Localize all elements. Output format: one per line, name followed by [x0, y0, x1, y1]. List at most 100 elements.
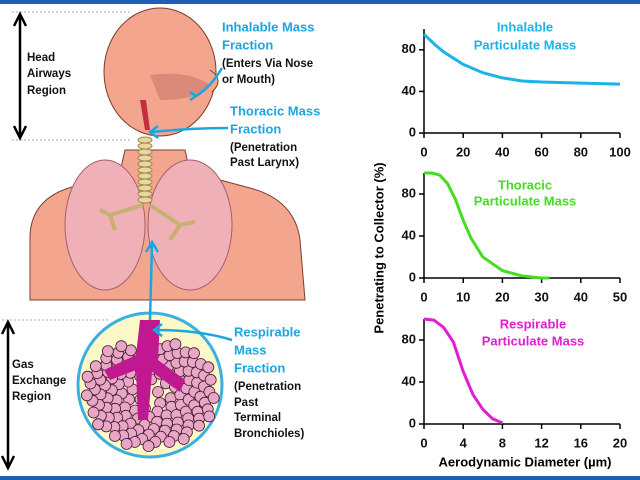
nasal-cavity	[150, 73, 210, 100]
top-bar	[0, 0, 640, 4]
bottom-bar	[0, 476, 640, 480]
illustration	[0, 7, 306, 471]
fraction-title: Respirable	[234, 324, 300, 339]
alveolus	[152, 386, 164, 398]
x-tick-label: 4	[460, 435, 468, 450]
x-tick-label: 40	[495, 144, 509, 159]
x-tick-label: 12	[534, 435, 548, 450]
y-tick-label: 0	[409, 269, 416, 284]
y-tick-label: 40	[402, 227, 416, 242]
fraction-title: Fraction	[222, 37, 273, 52]
y-tick-label: 40	[402, 373, 416, 388]
fraction-title: Inhalable Mass	[222, 19, 314, 34]
alveolus	[89, 360, 102, 373]
region-arrow	[0, 319, 16, 471]
x-tick-label: 16	[574, 435, 588, 450]
alveolus	[169, 338, 182, 351]
x-tick-label: 60	[534, 144, 548, 159]
fraction-note: Past Larynx)	[230, 157, 299, 169]
region-label: Region	[12, 391, 51, 403]
x-tick-label: 10	[456, 289, 470, 304]
fraction-title: Fraction	[230, 121, 281, 136]
chart-title: Particulate Mass	[482, 333, 585, 348]
trachea-ring	[137, 136, 153, 144]
larynx	[140, 100, 150, 130]
x-tick-label: 40	[574, 289, 588, 304]
trachea-ring	[137, 172, 153, 180]
fraction-note: Terminal	[234, 412, 281, 424]
alveolus	[193, 419, 205, 432]
x-tick-label: 20	[456, 144, 470, 159]
pointer	[151, 323, 233, 342]
y-tick-label: 80	[402, 41, 416, 56]
y-tick-label: 80	[402, 331, 416, 346]
alveolus	[81, 370, 94, 383]
pointer	[148, 244, 154, 321]
fraction-note: Past	[234, 397, 258, 409]
alveoli	[81, 338, 220, 453]
trachea-ring	[137, 190, 153, 198]
trachea-ring	[137, 166, 153, 174]
alveolus	[204, 373, 217, 386]
trachea-ring	[137, 142, 153, 150]
fraction-note: (Enters Via Nose	[222, 58, 313, 70]
x-tick-label: 30	[534, 289, 548, 304]
alveolus	[142, 440, 155, 453]
fraction-title: Thoracic Mass	[230, 103, 320, 118]
region-label: Head	[27, 52, 55, 64]
trachea-ring	[137, 178, 153, 186]
x-tick-label: 0	[420, 144, 427, 159]
x-tick-label: 80	[574, 144, 588, 159]
alveolus	[102, 345, 114, 358]
alveolus	[163, 436, 176, 448]
x-tick-label: 50	[613, 289, 627, 304]
region-label: Gas	[12, 359, 34, 371]
x-tick-label: 0	[420, 289, 427, 304]
curve	[424, 171, 550, 280]
head	[103, 7, 217, 137]
curve	[423, 317, 503, 425]
fraction-note: Bronchioles)	[234, 428, 304, 440]
y-tick-label: 40	[402, 83, 416, 98]
bronchi	[99, 203, 196, 242]
x-tick-label: 8	[499, 435, 506, 450]
fraction-title: Mass	[234, 342, 267, 357]
trachea-ring	[137, 160, 153, 168]
chart-title: Inhalable	[497, 19, 553, 34]
trachea-ring	[137, 148, 153, 156]
x-tick-label: 20	[613, 435, 627, 450]
alveolus	[188, 347, 200, 360]
y-tick-label: 0	[409, 415, 416, 430]
alveolus	[120, 437, 133, 450]
fraction-note: (Penetration	[230, 142, 297, 154]
alveolus	[109, 430, 121, 442]
fraction-note: or Mouth)	[222, 74, 275, 86]
region-label: Region	[27, 85, 66, 97]
fraction-note: (Penetration	[234, 381, 301, 393]
alveolus	[207, 392, 220, 404]
region-label: Exchange	[12, 375, 66, 387]
alveolus	[202, 361, 215, 374]
pointer	[144, 239, 160, 253]
fraction-title: Fraction	[234, 360, 285, 375]
y-tick-label: 0	[409, 124, 416, 139]
chart-title: Respirable	[500, 316, 566, 331]
alveolus	[203, 410, 216, 423]
trachea-ring	[137, 154, 153, 162]
chart-title: Particulate Mass	[474, 193, 577, 208]
x-tick-label: 0	[420, 435, 427, 450]
trachea	[137, 136, 153, 204]
y-tick-label: 80	[402, 185, 416, 200]
alveolus	[87, 406, 100, 419]
pointer	[189, 67, 224, 102]
x-tick-label: 100	[609, 144, 631, 159]
region-label: Airways	[27, 68, 71, 80]
x-tick-label: 20	[495, 289, 509, 304]
curve	[422, 33, 621, 86]
lung	[64, 159, 146, 291]
alveolus	[177, 433, 190, 445]
alveolus	[92, 418, 104, 431]
alveolus	[81, 389, 93, 402]
